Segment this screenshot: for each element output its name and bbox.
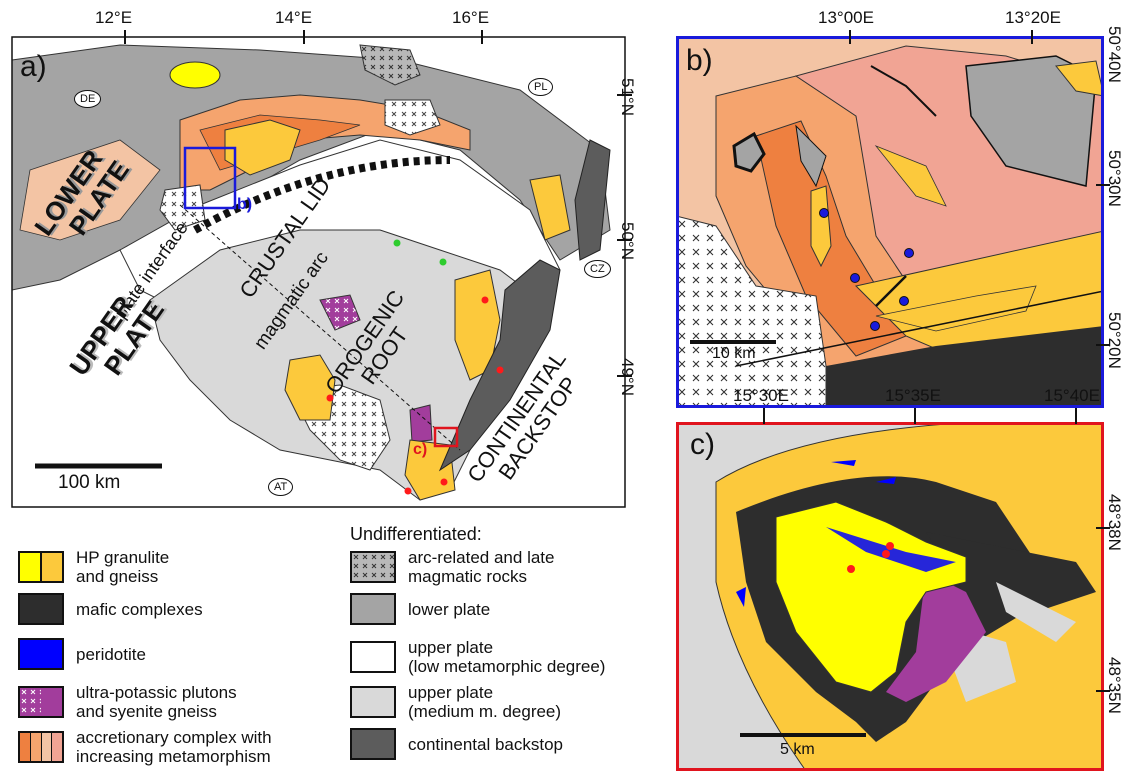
swatch-upper-medium [350, 686, 396, 718]
lon-tick-c-2: 15°35E [885, 386, 941, 405]
lat-tick-b-3: 50°20N [1105, 312, 1124, 369]
arc-rocks-b [676, 215, 827, 408]
hp-granulite-c [775, 501, 967, 693]
hp-granulite-nw [169, 61, 221, 89]
scalebar-b-label: 10 km [712, 345, 756, 362]
panel-label-b: b) [686, 44, 713, 77]
plate-interface-line [193, 156, 451, 234]
legend-item-ultrapotassic: ultra-potassic plutons and syenite gneiss [18, 683, 237, 721]
country-de: DE [74, 90, 102, 108]
legend-item-arc: arc-related and late magmatic rocks [350, 548, 554, 586]
country-pl: PL [528, 78, 554, 96]
map-a-frame [11, 36, 626, 508]
swatch-peridotite [18, 638, 64, 670]
inset-b-frame [183, 146, 237, 210]
legend-item-lower-plate: lower plate [350, 593, 490, 625]
lon-tick-16: 16°E [452, 8, 490, 27]
inset-c-label: c) [413, 441, 428, 458]
legend-item-mafic: mafic complexes [18, 593, 203, 625]
lon-tick-b-2: 13°20E [1005, 8, 1061, 27]
swatch-ultrapotassic [18, 686, 64, 718]
lon-tick-c-1: 15°30E [733, 386, 789, 405]
scalebar-a-label: 100 km [58, 472, 121, 493]
mafic-b [826, 326, 1104, 408]
hp-granulite-root [284, 354, 336, 421]
swatch-accretionary [18, 731, 64, 763]
lat-tick-b-1: 50°40N [1105, 26, 1124, 83]
lon-tick-b-1: 13°00E [818, 8, 874, 27]
country-cz: CZ [584, 260, 611, 278]
continental-backstop-area [438, 259, 561, 472]
map-c-ticks [763, 408, 1110, 692]
lon-tick-c-3: 15°40E [1044, 386, 1100, 405]
legend-item-peridotite: peridotite [18, 638, 146, 670]
map-c [676, 422, 1104, 771]
panel-label-a: a) [20, 50, 47, 83]
legend-item-accretionary: accretionary complex with increasing meta… [18, 728, 272, 766]
map-a [11, 30, 632, 508]
swatch-backstop [350, 728, 396, 760]
legend-item-upper-low: upper plate (low metamorphic degree) [350, 638, 605, 676]
lat-tick-51: 51°N [618, 78, 637, 116]
swatch-arc [350, 551, 396, 583]
lat-tick-b-2: 50°30N [1105, 150, 1124, 207]
legend-item-backstop: continental backstop [350, 728, 563, 760]
legend-item-upper-medium: upper plate (medium m. degree) [350, 683, 561, 721]
swatch-upper-low [350, 641, 396, 673]
inset-c-frame [433, 426, 459, 448]
country-at: AT [268, 478, 294, 496]
swatch-hp-granulite [18, 551, 64, 583]
legend-header: Undifferentiated: [350, 524, 482, 544]
map-b-frame [676, 36, 1104, 408]
lat-tick-49: 49°N [618, 358, 637, 396]
lon-tick-14: 14°E [275, 8, 313, 27]
lat-tick-50: 50°N [618, 222, 637, 260]
lat-tick-c-2: 48°35N [1105, 657, 1124, 714]
legend-item-hp-granulite: HP granulite and gneiss [18, 548, 169, 586]
ultrapotassic-plutons [319, 294, 361, 331]
swatch-lower-plate [350, 593, 396, 625]
panel-label-c: c) [690, 428, 715, 461]
map-b [676, 36, 1104, 408]
scalebar-c-label: 5 km [780, 741, 815, 758]
map-b-ticks [849, 30, 1110, 346]
lon-tick-12: 12°E [95, 8, 133, 27]
lat-tick-c-1: 48°38N [1105, 494, 1124, 551]
ultrapotassic-c [886, 572, 986, 702]
swatch-mafic [18, 593, 64, 625]
map-c-frame [676, 422, 1104, 771]
upper-plate-medium-area [149, 229, 541, 501]
arc-rocks-north [359, 44, 421, 86]
inset-b-label: b) [237, 196, 253, 213]
